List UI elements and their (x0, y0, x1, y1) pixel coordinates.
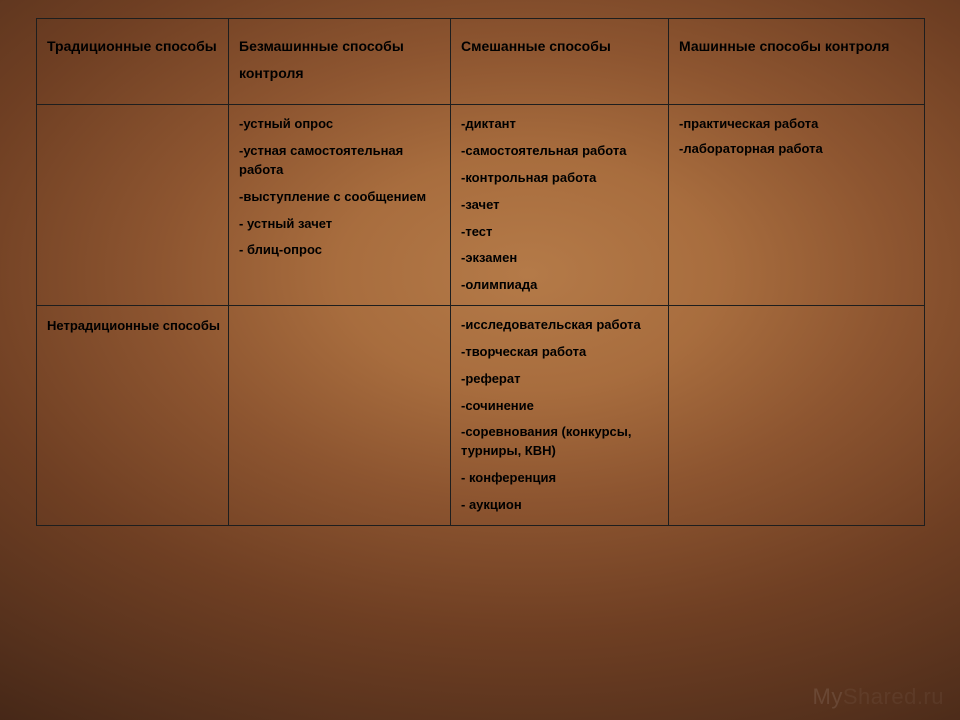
list-item: - блиц-опрос (239, 241, 442, 260)
header-mixed: Смешанные способы (451, 19, 669, 105)
cell-r3c3: -исследовательская работа -творческая раб… (451, 306, 669, 526)
list-item: -творческая работа (461, 343, 660, 362)
table-row: -устный опрос -устная самостоятельная раб… (37, 105, 925, 306)
list-item: - конференция (461, 469, 660, 488)
list-item: -диктант (461, 115, 660, 134)
cell-r2c1 (37, 105, 229, 306)
list-item: -экзамен (461, 249, 660, 268)
header-machine: Машинные способы контроля (669, 19, 925, 105)
cell-r3c2 (229, 306, 451, 526)
cell-r2c4: -практическая работа -лабораторная работа (669, 105, 925, 306)
list-item: -самостоятельная работа (461, 142, 660, 161)
list-item: -реферат (461, 370, 660, 389)
cell-r2c3: -диктант -самостоятельная работа -контроль… (451, 105, 669, 306)
list-item: -выступление с сообщением (239, 188, 442, 207)
table-row: Нетрадиционные способы -исследовательска… (37, 306, 925, 526)
watermark-dim: Shared.ru (843, 684, 944, 709)
list-item: - аукцион (461, 496, 660, 515)
header-traditional: Традиционные способы (37, 19, 229, 105)
watermark: MyShared.ru (813, 684, 944, 710)
list-item: -практическая работа (679, 115, 916, 134)
classification-table-container: Традиционные способы Безмашинные способы… (36, 18, 924, 526)
list-item: -исследовательская работа (461, 316, 660, 335)
list-item: -лабораторная работа (679, 140, 916, 159)
list-item: -зачет (461, 196, 660, 215)
list-item: -тест (461, 223, 660, 242)
table-header-row: Традиционные способы Безмашинные способы… (37, 19, 925, 105)
header-machineless: Безмашинные способы контроля (229, 19, 451, 105)
cell-r3c4 (669, 306, 925, 526)
classification-table: Традиционные способы Безмашинные способы… (36, 18, 925, 526)
cell-r2c2: -устный опрос -устная самостоятельная раб… (229, 105, 451, 306)
list-item: -устный опрос (239, 115, 442, 134)
list-item: -соревнования (конкурсы, турниры, КВН) (461, 423, 660, 461)
list-item: -устная самостоятельная работа (239, 142, 442, 180)
list-item: -контрольная работа (461, 169, 660, 188)
cell-nontraditional: Нетрадиционные способы (37, 306, 229, 526)
list-item: - устный зачет (239, 215, 442, 234)
list-item: -олимпиада (461, 276, 660, 295)
watermark-bold: My (813, 684, 843, 709)
list-item: -сочинение (461, 397, 660, 416)
